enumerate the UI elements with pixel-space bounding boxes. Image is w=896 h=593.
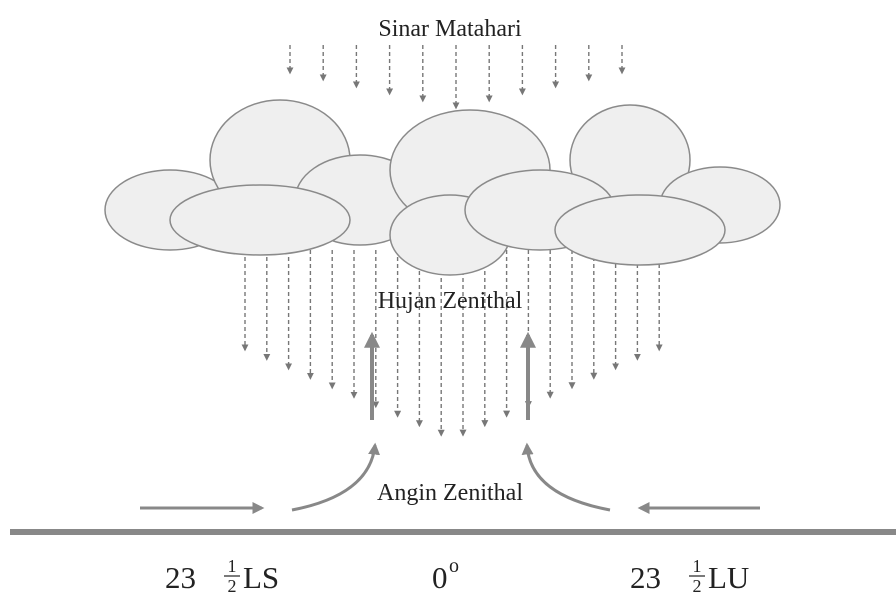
lat-suffix: LU: [708, 560, 749, 593]
rise-left: [292, 445, 375, 510]
lat-whole: 23: [630, 560, 661, 593]
rise-right: [527, 445, 610, 510]
rain-label: Hujan Zenithal: [378, 288, 523, 314]
diagram: Sinar Matahari Hujan Zenithal Angin Zeni…: [0, 0, 896, 593]
equator-sup: o: [449, 555, 459, 577]
wind-label: Angin Zenithal: [377, 480, 523, 506]
lat-denominator: 2: [228, 576, 237, 593]
lat-numerator: 1: [228, 556, 237, 576]
equator-degree: 0: [432, 560, 448, 593]
clouds: [105, 100, 780, 275]
sunlight-label: Sinar Matahari: [378, 16, 522, 42]
lat-numerator: 1: [693, 556, 702, 576]
lat-suffix: LS: [243, 560, 279, 593]
cloud-left: [105, 100, 425, 255]
lat-denominator: 2: [693, 576, 702, 593]
lat-whole: 23: [165, 560, 196, 593]
